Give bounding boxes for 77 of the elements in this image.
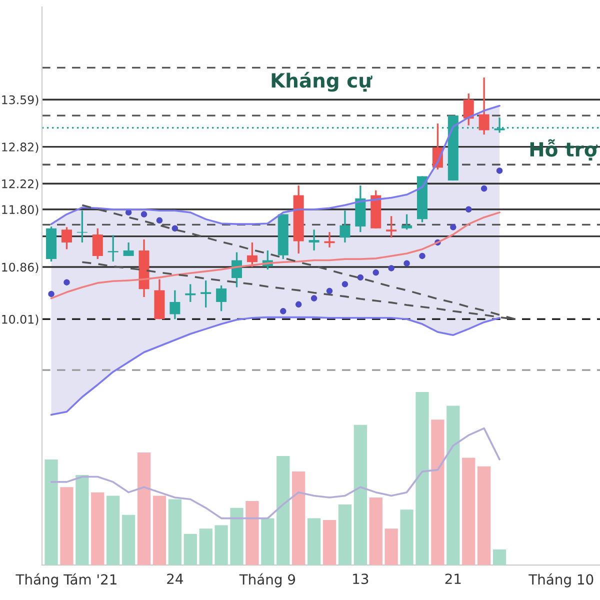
candlestick <box>478 76 490 136</box>
candlestick <box>92 228 103 260</box>
bar <box>307 518 321 566</box>
bar <box>60 487 74 566</box>
candlestick <box>108 234 118 262</box>
point <box>156 217 163 224</box>
bar <box>214 525 228 566</box>
line-series <box>50 316 500 416</box>
x-tick-label: 24 <box>167 574 183 584</box>
candlestick <box>61 226 72 250</box>
point <box>388 265 394 272</box>
bar <box>184 534 197 566</box>
bar <box>322 520 336 566</box>
candlestick <box>246 242 258 268</box>
bar <box>91 492 104 566</box>
bar <box>492 549 506 566</box>
point <box>48 290 54 298</box>
point <box>172 225 178 232</box>
point <box>295 301 302 308</box>
bar <box>122 514 136 566</box>
bar <box>44 459 58 566</box>
bar <box>246 500 259 566</box>
candlestick <box>308 228 320 252</box>
point <box>450 224 456 230</box>
bar <box>137 452 151 566</box>
point <box>404 260 410 266</box>
candlestick <box>402 213 412 230</box>
point <box>357 274 364 281</box>
y-tick-label: 12.22) <box>2 179 38 190</box>
point <box>140 211 148 218</box>
candlestick <box>170 289 180 320</box>
y-tick-label: 13.59) <box>2 95 38 106</box>
y-tick-label: 11.80) <box>2 204 38 216</box>
x-tick-label: Tháng 10 <box>528 573 594 588</box>
bar <box>230 508 244 566</box>
candlestick <box>340 210 350 244</box>
bar <box>106 496 120 566</box>
bar <box>276 456 290 566</box>
bar <box>400 510 414 566</box>
candlestick <box>123 242 134 257</box>
candlestick <box>386 215 397 238</box>
point <box>64 279 70 286</box>
point <box>372 269 379 276</box>
bar <box>446 406 460 566</box>
point <box>496 168 503 174</box>
y-tick-label: 10.86) <box>2 262 38 274</box>
y-tick-label: 12.82) <box>2 142 38 153</box>
bar <box>76 475 89 566</box>
candlestick <box>216 284 227 312</box>
bar <box>369 498 382 566</box>
y-tick-label: 10.01) <box>2 314 38 326</box>
point <box>466 206 472 212</box>
candlestick <box>200 280 212 308</box>
x-tick-label: 21 <box>445 574 461 584</box>
point <box>326 288 333 294</box>
bar <box>431 420 444 566</box>
x-tick-label: Tháng Tám '21 <box>16 573 116 588</box>
bar <box>168 499 182 566</box>
x-tick-label: 13 <box>353 574 368 584</box>
bar <box>384 528 398 566</box>
point <box>480 185 488 192</box>
x-tick-label: Tháng 9 <box>239 573 296 588</box>
annotation: Kháng cự <box>272 72 372 92</box>
point <box>280 308 286 314</box>
bar <box>292 472 306 566</box>
bar <box>199 528 212 566</box>
bar <box>416 392 429 566</box>
bar <box>261 518 274 566</box>
bar <box>478 466 491 566</box>
bar <box>354 424 367 566</box>
bar <box>462 458 476 566</box>
point <box>342 281 348 288</box>
point <box>310 295 318 302</box>
bar <box>152 496 166 566</box>
bar <box>338 504 352 566</box>
point <box>419 252 426 260</box>
candlestick <box>463 92 474 126</box>
